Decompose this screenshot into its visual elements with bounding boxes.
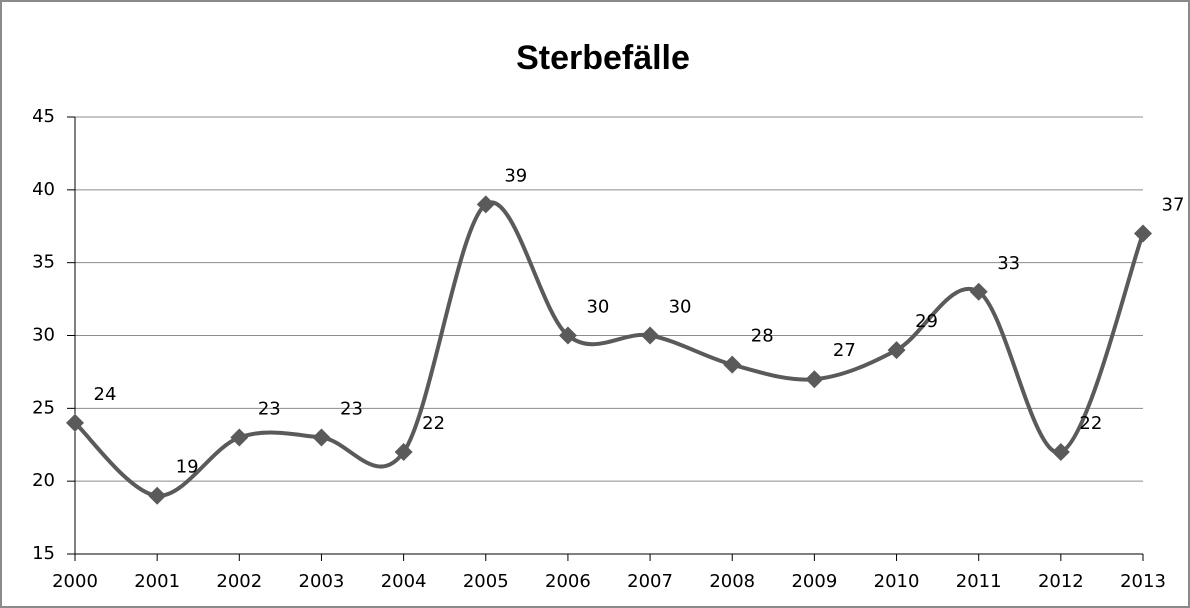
marker	[230, 428, 249, 447]
data-label: 28	[751, 326, 774, 347]
marker	[1051, 443, 1070, 462]
data-label: 22	[1079, 413, 1102, 434]
x-tick-label: 2008	[709, 571, 755, 592]
marker	[723, 355, 742, 374]
x-tick-label: 2013	[1120, 571, 1166, 592]
y-tick-label: 15	[32, 543, 55, 564]
x-tick-label: 2010	[874, 571, 920, 592]
data-label: 23	[258, 398, 281, 419]
data-label: 30	[669, 297, 692, 318]
marker	[312, 428, 331, 447]
y-tick-label: 25	[32, 397, 55, 418]
x-tick-label: 2012	[1038, 571, 1084, 592]
data-label: 37	[1162, 195, 1185, 216]
x-tick-label: 2003	[299, 571, 345, 592]
data-label: 24	[94, 384, 117, 405]
data-label: 29	[915, 311, 938, 332]
x-tick-label: 2009	[791, 571, 837, 592]
marker	[66, 413, 84, 432]
x-tick-label: 2002	[216, 571, 262, 592]
marker	[805, 370, 824, 389]
line	[73, 200, 1145, 498]
chart-title: Sterbefälle	[516, 39, 690, 77]
data-label: 19	[176, 457, 199, 478]
data-label: 39	[504, 165, 527, 186]
x-tick-label: 2004	[381, 571, 427, 592]
x-tick-label: 2011	[956, 571, 1002, 592]
x-tick-label: 2005	[463, 571, 509, 592]
x-tick-label: 2000	[52, 571, 98, 592]
y-tick-label: 40	[32, 179, 55, 200]
x-tick-label: 2007	[627, 571, 673, 592]
marker	[887, 341, 906, 360]
data-label: 23	[340, 398, 363, 419]
y-tick-label: 35	[32, 252, 55, 273]
marker	[641, 326, 660, 345]
marker	[969, 282, 988, 301]
y-tick-label: 45	[32, 106, 55, 127]
y-tick-label: 30	[32, 325, 55, 346]
marker	[394, 443, 413, 462]
marker	[558, 326, 577, 345]
marker	[1134, 224, 1152, 243]
data-label: 30	[586, 297, 609, 318]
data-label: 22	[422, 413, 445, 434]
x-tick-label: 2001	[134, 571, 180, 592]
marker	[148, 486, 167, 505]
marker	[476, 195, 495, 214]
y-tick-label: 20	[32, 470, 55, 491]
data-label: 27	[833, 340, 856, 361]
x-tick-label: 2006	[545, 571, 591, 592]
data-label: 33	[997, 253, 1020, 274]
